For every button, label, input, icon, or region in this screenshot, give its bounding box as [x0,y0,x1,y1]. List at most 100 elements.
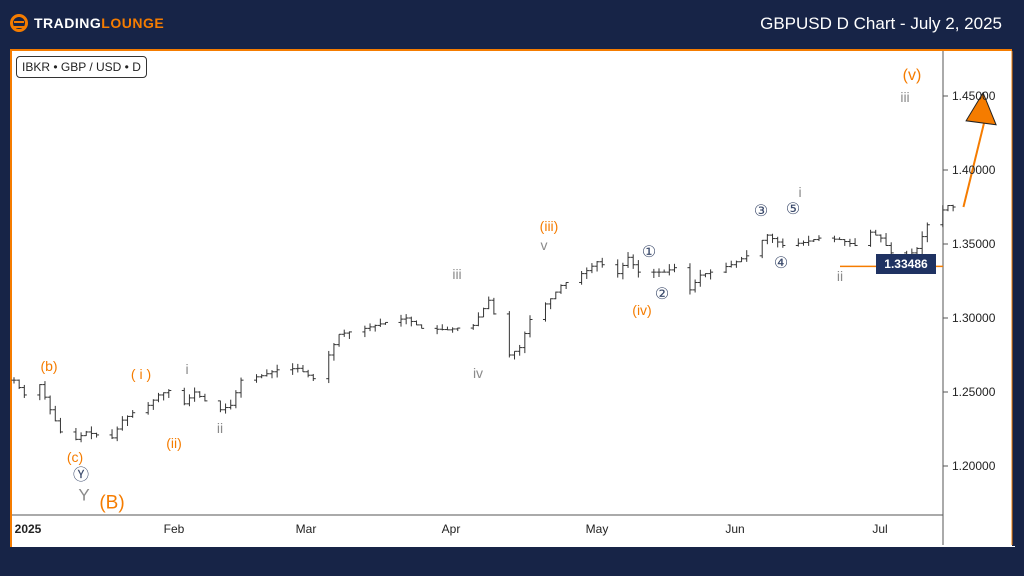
wave-label: ( i ) [130,366,152,382]
ohlc-bar [114,426,120,442]
ohlc-bar [42,381,48,400]
ohlc-bar [336,333,342,347]
ohlc-bar [264,369,270,377]
ohlc-bar [527,315,533,338]
ohlc-bar [341,329,347,337]
ohlc-bar [274,364,280,378]
wave-label: Y [78,485,90,505]
wave-label: ⑤ [785,201,801,218]
ohlc-bar [888,242,894,255]
ohlc-bar [733,260,739,268]
x-tick: 2025 [14,522,42,536]
ohlc-bar [847,238,853,247]
ohlc-bar [310,373,316,382]
ohlc-bar [73,427,79,441]
ohlc-bar [150,399,156,410]
ohlc-bar [94,432,100,438]
ohlc-bar [47,395,53,415]
ohlc-bar [651,268,657,278]
wave-label: ii [836,268,844,284]
ohlc-bar [450,327,456,333]
ohlc-bar [290,363,296,375]
ohlc-bar [656,268,662,278]
ohlc-bar [868,229,874,247]
wave-label: ii [216,420,224,436]
ohlc-bar [770,233,776,243]
ohlc-bar [697,269,703,287]
ohlc-bar [795,238,801,247]
chart-title: GBPUSD D Chart - July 2, 2025 [760,14,1002,33]
ohlc-bar [57,417,63,434]
wave-label: i [185,361,189,377]
ohlc-bar [852,238,858,247]
ohlc-bar [439,324,445,331]
ohlc-bar [811,239,817,243]
wave-label: (ii) [166,435,182,451]
wave-label: ② [654,286,670,303]
ohlc-bar [37,384,43,401]
wave-label: (iii) [539,218,559,234]
ohlc-bar [186,394,192,407]
ohlc-bar [362,325,368,338]
y-tick: 1.20000 [952,459,996,473]
y-tick: 1.40000 [952,163,996,177]
ohlc-bar [831,235,837,243]
ohlc-bar [878,234,884,243]
ohlc-bar [775,236,781,248]
ohlc-bar [579,270,585,285]
ohlc-bar [254,374,260,383]
ohlc-bar [542,302,548,322]
ohlc-bar [181,387,187,406]
wave-label: iii [452,266,462,282]
ohlc-bar [419,324,425,329]
ohlc-bar [398,314,404,327]
chart-area[interactable] [10,49,1015,547]
ohlc-bar [924,222,930,243]
ohlc-bar [692,279,698,293]
ohlc-bar [475,312,481,327]
ohlc-bar [708,269,714,280]
ohlc-bar [486,296,492,310]
ohlc-bar [945,205,951,212]
ohlc-bar [615,259,621,278]
ohlc-bar [259,374,265,379]
ohlc-bar [548,298,554,310]
ohlc-bar [145,402,151,415]
ohlc-bar [21,384,27,398]
ohlc-bar [950,204,956,212]
ohlc-bar [940,205,946,228]
ohlc-bar [764,234,770,245]
ohlc-bar [800,240,806,246]
ohlc-bar [522,331,528,354]
ohlc-bar [434,325,440,335]
ohlc-bar [671,263,677,273]
y-tick: 1.35000 [952,237,996,251]
ohlc-bar [238,377,244,398]
ohlc-bar [233,390,239,409]
x-tick: Feb [163,522,185,536]
projection-arrow-head [965,91,997,126]
ohlc-bar [635,260,641,278]
y-tick: 1.25000 [952,385,996,399]
ohlc-bar [481,307,487,318]
wave-label: (B) [99,492,125,514]
wave-label: (iv) [632,302,652,318]
wave-label: ④ [773,255,789,272]
wave-label: (b) [40,358,58,374]
ohlc-bar [723,262,729,274]
ohlc-bar [842,239,848,246]
symbol-label[interactable]: IBKR • GBP / USD • D [16,56,147,78]
ohlc-bar [383,321,389,325]
ohlc-bar [739,256,745,263]
ohlc-bar [599,257,605,268]
ohlc-bar [78,432,84,443]
wave-label: iv [472,365,484,381]
ohlc-bar [873,229,879,236]
ohlc-bar [377,318,383,327]
y-tick: 1.45000 [952,89,996,103]
ohlc-bar [687,263,693,295]
ohlc-bar [594,261,600,272]
ohlc-bar [517,344,523,356]
ohlc-bar [408,316,414,327]
